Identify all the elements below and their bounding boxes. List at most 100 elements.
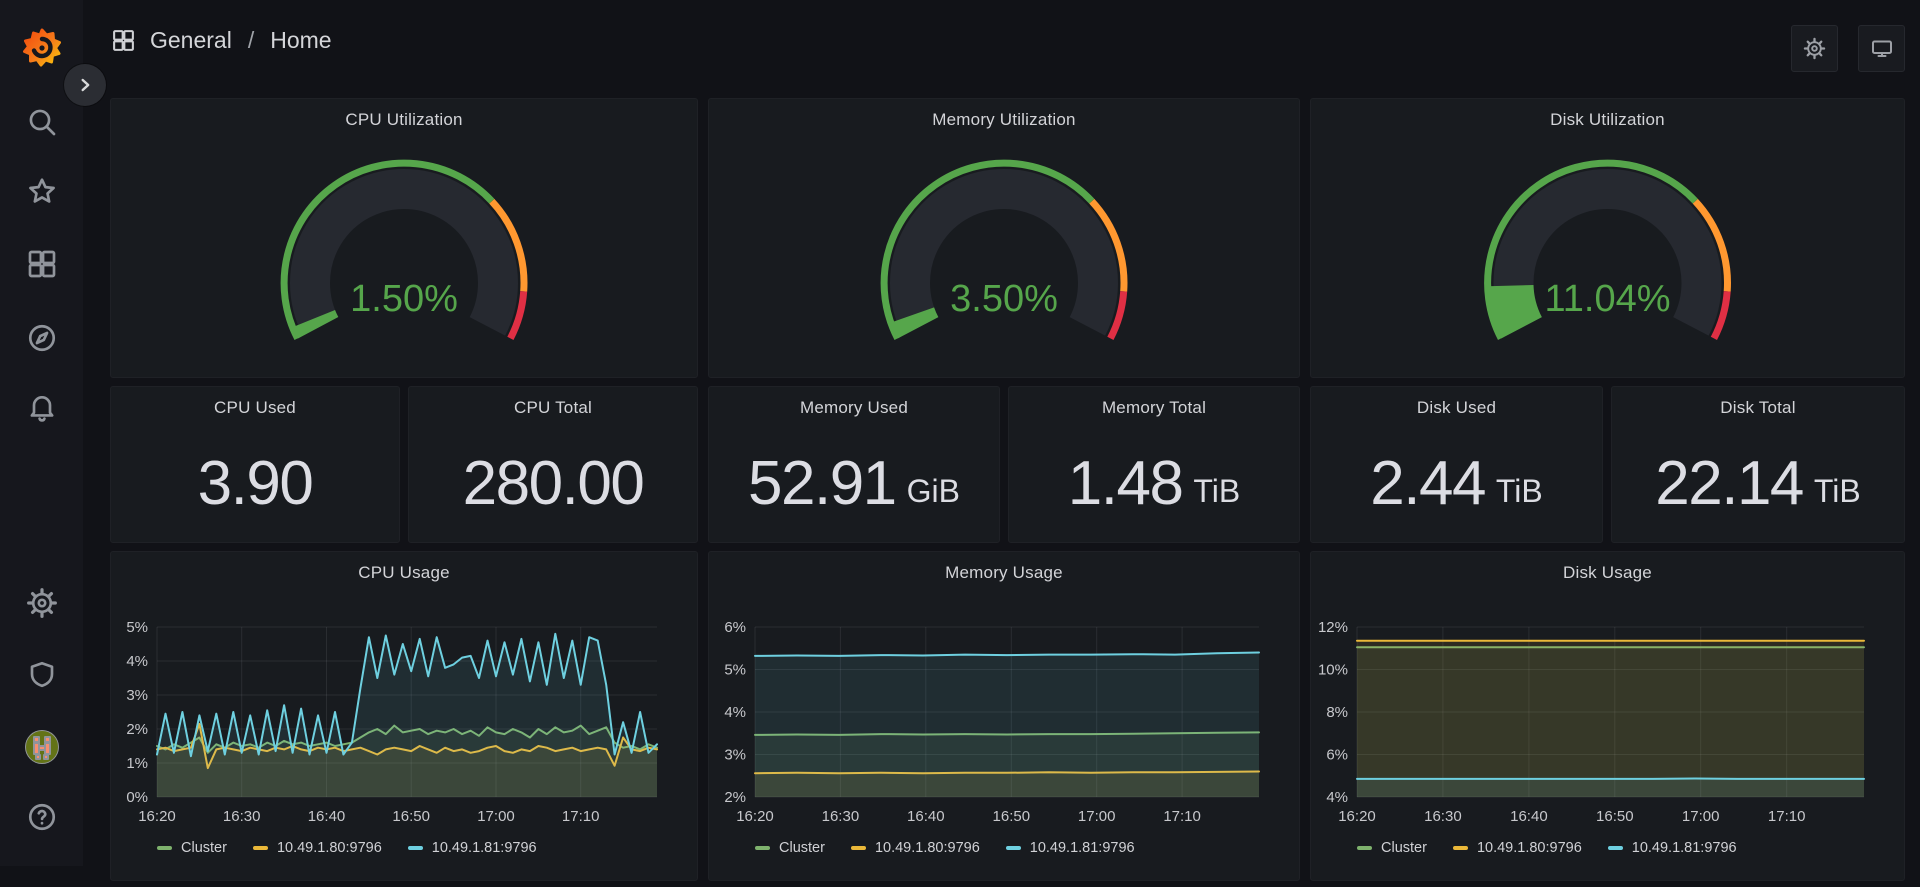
breadcrumb-page[interactable]: Home: [270, 27, 331, 54]
stat-value: 3.90: [111, 431, 399, 536]
panel-disk-used: Disk Used 2.44 TiB: [1310, 386, 1603, 543]
dashboard-settings-button[interactable]: [1791, 25, 1838, 72]
panel-title[interactable]: Memory Total: [1009, 398, 1299, 418]
panel-cpu-used: CPU Used 3.90: [110, 386, 400, 543]
legend-label: 10.49.1.80:9796: [277, 840, 382, 856]
legend-label: Cluster: [779, 840, 825, 856]
legend-item[interactable]: 10.49.1.80:9796: [253, 840, 382, 856]
sidebar-item-help[interactable]: [0, 791, 83, 843]
legend-swatch: [157, 846, 172, 850]
legend-swatch: [253, 846, 268, 850]
breadcrumb-folder[interactable]: General: [150, 27, 232, 54]
sidebar-item-explore[interactable]: [0, 312, 83, 364]
legend-item[interactable]: Cluster: [157, 840, 227, 856]
x-tick-label: 16:40: [308, 808, 346, 825]
topbar-actions: [1791, 25, 1905, 72]
breadcrumb: General / Home: [111, 0, 332, 80]
legend-item[interactable]: 10.49.1.81:9796: [408, 840, 537, 856]
legend-label: Cluster: [1381, 840, 1427, 856]
x-tick-label: 16:50: [993, 808, 1031, 825]
y-tick-label: 4%: [1326, 789, 1348, 806]
panel-disk-utilization: Disk Utilization 11.04%: [1310, 98, 1905, 378]
legend-swatch: [1357, 846, 1372, 850]
panel-title[interactable]: Disk Utilization: [1311, 110, 1904, 130]
legend-swatch: [1006, 846, 1021, 850]
sidebar-item-configuration[interactable]: [0, 577, 83, 629]
y-tick-label: 5%: [724, 662, 746, 679]
y-tick-label: 6%: [724, 619, 746, 636]
y-tick-label: 2%: [126, 721, 148, 738]
question-circle-icon: [26, 801, 58, 833]
bell-icon: [26, 392, 58, 424]
legend-swatch: [851, 846, 866, 850]
legend-item[interactable]: 10.49.1.81:9796: [1608, 840, 1737, 856]
breadcrumb-separator: /: [248, 27, 254, 54]
legend-item[interactable]: Cluster: [1357, 840, 1427, 856]
series-fill: [1357, 779, 1864, 798]
stat-number: 3.90: [198, 448, 313, 519]
y-tick-label: 2%: [724, 789, 746, 806]
legend-item[interactable]: 10.49.1.80:9796: [851, 840, 980, 856]
legend-label: 10.49.1.80:9796: [1477, 840, 1582, 856]
gauge-value: 3.50%: [950, 278, 1058, 320]
cycle-view-mode-button[interactable]: [1858, 25, 1905, 72]
grafana-logo[interactable]: [21, 26, 63, 70]
gauge-svg: 3.50%: [709, 143, 1299, 355]
sidebar-item-profile[interactable]: [0, 721, 83, 773]
stat-number: 2.44: [1370, 448, 1485, 519]
legend-item[interactable]: 10.49.1.80:9796: [1453, 840, 1582, 856]
x-tick-label: 16:50: [392, 808, 430, 825]
y-tick-label: 8%: [1326, 704, 1348, 721]
sidebar-expand-button[interactable]: [64, 64, 106, 106]
monitor-icon: [1870, 37, 1894, 61]
legend-label: 10.49.1.81:9796: [1030, 840, 1135, 856]
series-fill: [1357, 641, 1864, 797]
stat-number: 52.91: [748, 448, 896, 519]
y-tick-label: 4%: [724, 704, 746, 721]
sidebar-item-search[interactable]: [0, 96, 83, 148]
sidebar-item-alerting[interactable]: [0, 382, 83, 434]
memory-utilization-gauge: 3.50%: [709, 143, 1299, 357]
x-tick-label: 17:10: [562, 808, 600, 825]
panel-title[interactable]: CPU Used: [111, 398, 399, 418]
panel-title[interactable]: Memory Used: [709, 398, 999, 418]
y-tick-label: 3%: [126, 687, 148, 704]
panel-title[interactable]: Disk Total: [1612, 398, 1904, 418]
gear-icon: [26, 587, 58, 619]
legend-label: 10.49.1.81:9796: [432, 840, 537, 856]
x-tick-label: 16:20: [138, 808, 176, 825]
y-tick-label: 12%: [1318, 619, 1348, 636]
y-tick-label: 6%: [1326, 747, 1348, 764]
legend-item[interactable]: 10.49.1.81:9796: [1006, 840, 1135, 856]
stat-unit: TiB: [1193, 473, 1240, 510]
sidebar-item-dashboards[interactable]: [0, 238, 83, 290]
chart-legend: Cluster 10.49.1.80:9796 10.49.1.81:9796: [755, 840, 1135, 856]
stat-value: 2.44 TiB: [1311, 431, 1602, 536]
panel-title[interactable]: CPU Utilization: [111, 110, 697, 130]
y-tick-label: 3%: [724, 747, 746, 764]
stat-number: 22.14: [1655, 448, 1803, 519]
gear-icon: [1803, 37, 1826, 60]
x-tick-label: 16:30: [1424, 808, 1462, 825]
sidebar: [0, 0, 83, 866]
sidebar-item-starred[interactable]: [0, 166, 83, 218]
panel-title[interactable]: Memory Utilization: [709, 110, 1299, 130]
stat-value: 1.48 TiB: [1009, 431, 1299, 536]
compass-icon: [26, 322, 58, 354]
stat-value: 280.00: [409, 431, 697, 536]
panel-memory-total: Memory Total 1.48 TiB: [1008, 386, 1300, 543]
cpu-utilization-gauge: 1.50%: [111, 143, 697, 357]
legend-item[interactable]: Cluster: [755, 840, 825, 856]
chart-legend: Cluster 10.49.1.80:9796 10.49.1.81:9796: [1357, 840, 1737, 856]
panel-memory-used: Memory Used 52.91 GiB: [708, 386, 1000, 543]
stat-value: 22.14 TiB: [1612, 431, 1904, 536]
legend-swatch: [755, 846, 770, 850]
star-icon: [26, 176, 58, 208]
legend-swatch: [1453, 846, 1468, 850]
panel-title[interactable]: Disk Used: [1311, 398, 1602, 418]
sidebar-item-server-admin[interactable]: [0, 649, 83, 701]
chart-legend: Cluster 10.49.1.80:9796 10.49.1.81:9796: [157, 840, 537, 856]
panel-title[interactable]: CPU Total: [409, 398, 697, 418]
